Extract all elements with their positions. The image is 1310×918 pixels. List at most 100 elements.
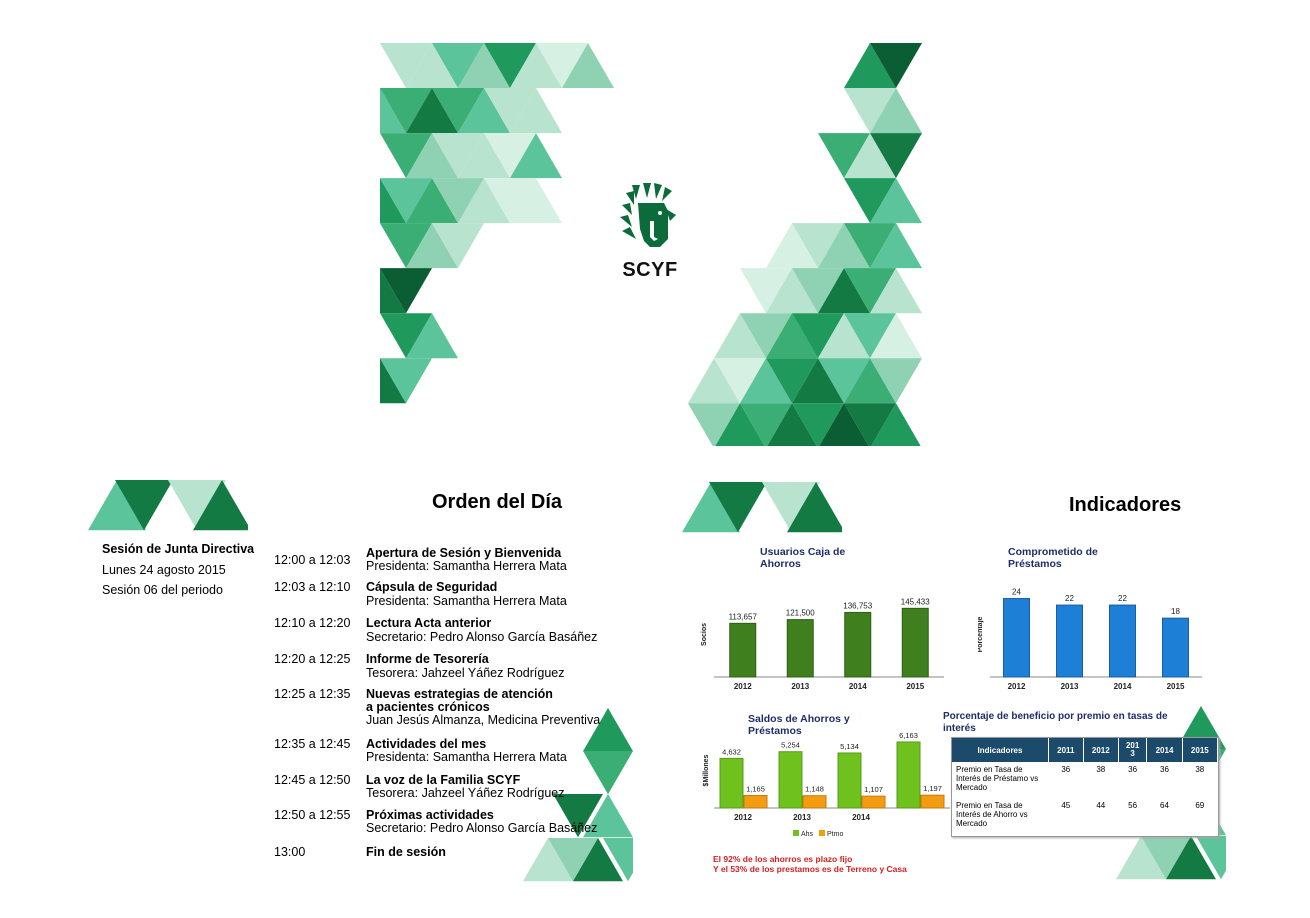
decor-triangle (870, 178, 922, 224)
agenda-item-presenter: Presidenta: Samantha Herrera Mata (366, 559, 567, 573)
decor-triangle (583, 751, 633, 795)
decor-triangle (432, 88, 484, 134)
tick-label: 2015 (1167, 682, 1185, 691)
y-axis-label: Porcentaje (978, 616, 984, 652)
decor-triangle (818, 313, 870, 359)
table-cell: 64 (1160, 801, 1169, 810)
agenda-item-presenter: Juan Jesús Almanza, Medicina Preventiva (366, 713, 601, 727)
data-label: 113,657 (729, 612, 758, 621)
decor-triangle (583, 794, 633, 838)
decor-triangle (792, 403, 844, 446)
data-label: 1,107 (864, 785, 883, 794)
data-label: 1,148 (805, 785, 824, 794)
decor-triangle (844, 88, 896, 134)
cover-triangle-pattern (380, 43, 922, 446)
agenda-time: 13:00 (274, 845, 306, 859)
chart-bar (844, 611, 872, 678)
chart-saldos-ahorros-prestamos: $Millones 4,632 1,165 2012 5,254 1,148 2013 5,1… (703, 731, 950, 838)
agenda-item-presenter: Secretario: Pedro Alonso García Basáñez (366, 630, 598, 644)
session-date: Lunes 24 agosto 2015 (102, 563, 226, 577)
table-cell: 69 (1195, 801, 1205, 810)
decor-triangle (844, 43, 896, 89)
decor-triangle (380, 223, 432, 269)
decor-triangle (787, 482, 842, 533)
decor-triangle (380, 313, 432, 359)
decor-triangle (740, 403, 792, 446)
decor-triangle (458, 178, 510, 224)
decor-triangle (766, 223, 818, 269)
legend-label: Ahs (801, 831, 814, 838)
decor-triangle (432, 133, 484, 179)
chart-bar (729, 622, 757, 678)
table-header: 2011 (1048, 738, 1084, 762)
agenda-time: 12:50 a 12:55 (274, 808, 351, 822)
decor-triangle (767, 403, 817, 446)
decor-triangle (562, 43, 614, 89)
chart-title-saldos: Saldos de Ahorros y Préstamos (748, 713, 850, 737)
chart-bar (896, 741, 921, 809)
table-header: 2015 (1182, 738, 1219, 762)
decor-triangle (88, 480, 146, 531)
decor-triangle (740, 268, 792, 314)
table-cell-label: Premio en Tasa de Interés de Préstamo vs… (956, 765, 1039, 792)
data-label: 1,165 (746, 785, 765, 794)
agenda-item-presenter: Tesorera: Jahzeel Yáñez Rodríguez (366, 666, 565, 680)
chart-bar (920, 794, 945, 809)
decor-triangle (792, 313, 844, 359)
chart-bar (786, 619, 814, 678)
table-cell: 36 (1160, 765, 1169, 774)
decor-triangle (510, 178, 562, 224)
data-label: 121,500 (786, 609, 815, 618)
scyf-feather-head-logo-icon (620, 183, 676, 247)
decor-triangle (870, 88, 922, 134)
decor-triangle (510, 133, 562, 179)
agenda-time: 12:10 a 12:20 (274, 616, 351, 630)
chart-bar (1162, 617, 1189, 678)
table-cell: 45 (1061, 801, 1071, 810)
table-header: 2014 (1146, 738, 1183, 762)
chart-title-usuarios: Usuarios Caja de Ahorros (760, 546, 846, 570)
session-name: Sesión de Junta Directiva (102, 542, 255, 556)
agenda-item-title: La voz de la Familia SCYF (366, 773, 521, 787)
data-label: 6,163 (899, 731, 918, 740)
decor-triangle (548, 838, 598, 882)
agenda-item-title: Apertura de Sesión y Bienvenida (366, 546, 562, 560)
decor-triangle (432, 43, 484, 89)
decor-triangle (553, 794, 603, 838)
decor-triangle (115, 480, 173, 531)
table-cell: 36 (1128, 765, 1138, 774)
decor-triangle (844, 133, 896, 179)
agenda-decor-triangles-right (523, 708, 633, 882)
chart-title-comprometido: Comprometido de Préstamos (1008, 546, 1098, 570)
decor-triangle (844, 313, 896, 359)
decor-triangle (484, 43, 536, 89)
decor-triangle (193, 480, 248, 531)
decor-triangle (792, 358, 844, 404)
decor-triangle (818, 133, 870, 179)
tick-label: 2015 (906, 682, 924, 691)
chart-bar (743, 795, 768, 809)
decor-triangle (583, 708, 633, 752)
indicators-table-wrapper: Indicadores 2011 2012 201 3 2014 2015 Pr… (951, 737, 1219, 837)
decor-triangle (406, 223, 458, 269)
decor-triangle (762, 482, 820, 533)
decor-triangle (715, 403, 765, 446)
agenda-item-presenter: Tesorera: Jahzeel Yáñez Rodríguez (366, 786, 565, 800)
indicators-table: Indicadores 2011 2012 201 3 2014 2015 Pr… (952, 738, 1219, 836)
tick-label: 2013 (793, 813, 811, 822)
decor-triangle (380, 43, 432, 89)
data-label: 1,197 (923, 784, 942, 793)
decor-triangle (870, 43, 922, 89)
decor-triangle (870, 313, 922, 359)
decor-triangle (380, 88, 406, 134)
legend-swatch (819, 830, 825, 836)
decor-triangle (792, 268, 844, 314)
agenda-time: 12:00 a 12:03 (274, 553, 351, 567)
decor-triangle (484, 88, 536, 134)
table-header: 2012 (1083, 738, 1119, 762)
decor-triangle (870, 133, 922, 179)
decor-triangle (766, 358, 818, 404)
decor-triangle (406, 43, 458, 89)
chart-bar (719, 757, 744, 809)
decor-triangle (844, 268, 896, 314)
